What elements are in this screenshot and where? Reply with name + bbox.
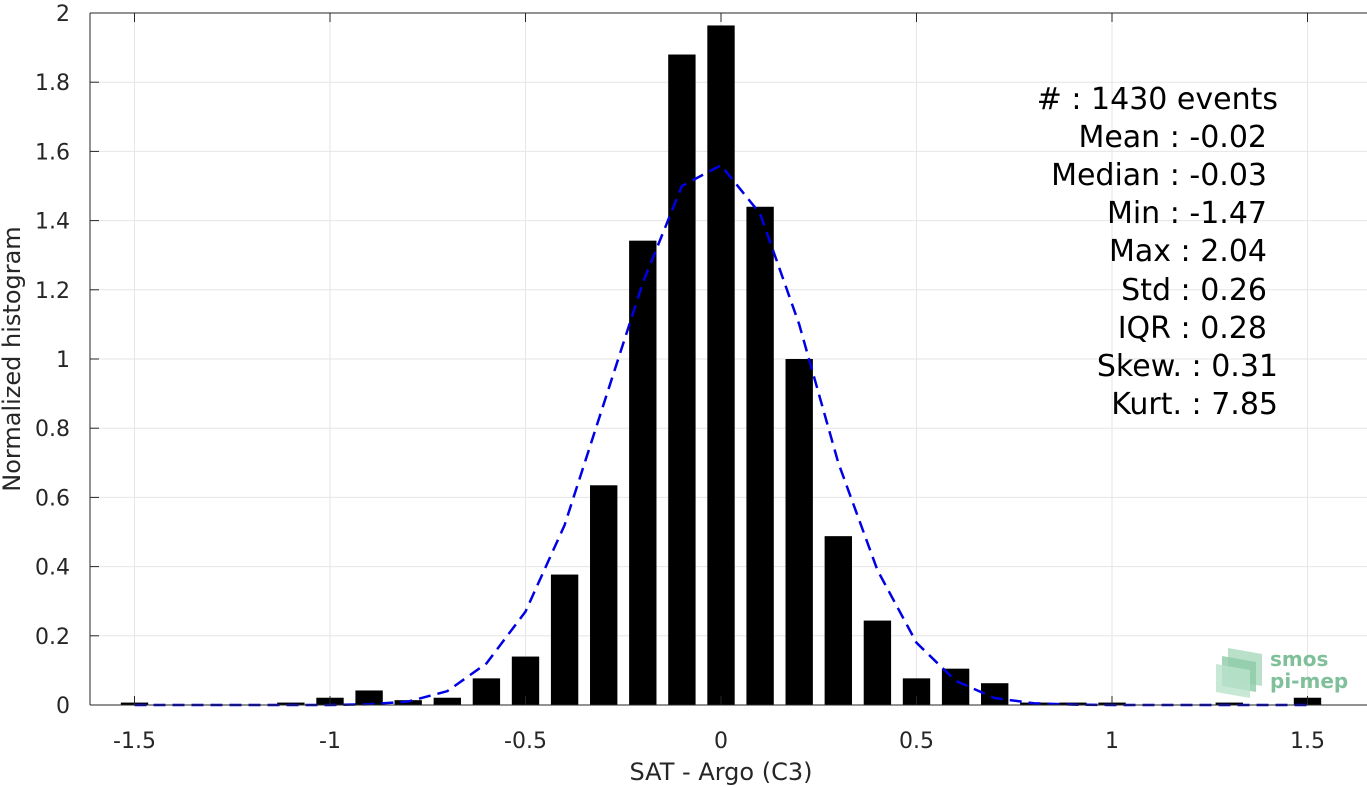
y-tick-label: 0.2	[35, 625, 70, 650]
y-tick-label: 1.8	[35, 71, 70, 96]
histogram-bar	[590, 485, 618, 705]
y-tick-label: 0.6	[35, 486, 70, 511]
stat-std: Std : 0.26	[1121, 273, 1267, 308]
x-tick-label: -1.5	[113, 729, 156, 754]
y-tick-label: 0	[56, 694, 70, 719]
x-tick-label: 1	[1105, 729, 1119, 754]
stat-kurt: Kurt. : 7.85	[1111, 387, 1278, 422]
logo-wave-icon	[1216, 648, 1262, 698]
x-tick-label: 0	[714, 729, 728, 754]
y-tick-label: 0.8	[35, 417, 70, 442]
histogram-bar	[433, 697, 461, 705]
y-tick-label: 0.4	[35, 556, 70, 581]
stats-box: # : 1430 events Mean : -0.02 Median : -0…	[1037, 82, 1278, 422]
stat-count: # : 1430 events	[1037, 82, 1278, 117]
stat-skew: Skew. : 0.31	[1097, 349, 1278, 384]
axes	[89, 12, 1367, 706]
y-tick-label: 2	[56, 2, 70, 27]
x-axis-label: SAT - Argo (C3)	[630, 758, 813, 786]
logo-text-smos: smos	[1270, 647, 1328, 671]
y-tick-label: 1.4	[35, 210, 70, 235]
y-axis-label: Normalized histogram	[0, 226, 26, 491]
x-tick-label: 0.5	[899, 729, 934, 754]
logo-text-pimep: pi-mep	[1270, 669, 1348, 693]
histogram-bar	[629, 240, 657, 705]
histogram-bars	[120, 25, 1322, 706]
histogram-bar	[785, 359, 813, 705]
histogram-bar	[941, 668, 970, 705]
stat-max: Max : 2.04	[1109, 234, 1267, 269]
y-tick-label: 1.2	[35, 279, 70, 304]
histogram-bar	[707, 25, 735, 706]
stat-min: Min : -1.47	[1107, 196, 1267, 231]
histogram-bar	[824, 536, 852, 705]
histogram-bar	[746, 206, 774, 705]
histogram-bar	[355, 690, 383, 705]
y-tick-label: 1	[56, 348, 70, 373]
histogram-bar	[550, 574, 579, 705]
stat-mean: Mean : -0.02	[1078, 120, 1267, 155]
stat-iqr: IQR : 0.28	[1118, 311, 1267, 346]
stat-median: Median : -0.03	[1051, 158, 1267, 193]
y-tick-label: 1.6	[35, 140, 70, 165]
smos-pimep-logo: smos pi-mep	[1216, 647, 1348, 698]
histogram-bar	[981, 683, 1009, 705]
x-tick-labels: -1.5 -1 -0.5 0 0.5 1 1.5	[113, 729, 1325, 754]
x-tick-label: -0.5	[504, 729, 547, 754]
histogram-bar	[472, 678, 501, 705]
histogram-bar	[668, 54, 696, 705]
x-tick-label: -1	[319, 729, 341, 754]
histogram-bar	[863, 620, 892, 705]
y-tick-labels: 0 0.2 0.4 0.6 0.8 1 1.2 1.4 1.6 1.8 2	[35, 2, 70, 719]
x-tick-label: 1.5	[1290, 729, 1325, 754]
